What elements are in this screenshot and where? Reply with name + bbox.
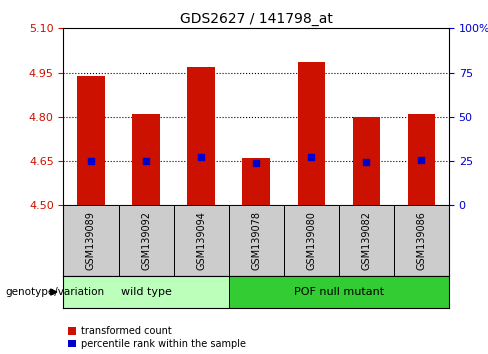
Bar	[243, 158, 270, 205]
Bar	[407, 114, 435, 205]
Bar	[63, 205, 119, 276]
Bar	[187, 67, 215, 205]
Title: GDS2627 / 141798_at: GDS2627 / 141798_at	[180, 12, 333, 26]
Bar	[339, 205, 394, 276]
Text: GSM139086: GSM139086	[416, 211, 427, 270]
Text: GSM139078: GSM139078	[251, 211, 261, 270]
Text: wild type: wild type	[121, 287, 171, 297]
Text: GSM139089: GSM139089	[86, 211, 96, 270]
Bar	[174, 205, 229, 276]
Bar	[132, 114, 160, 205]
Text: POF null mutant: POF null mutant	[294, 287, 384, 297]
Text: GSM139082: GSM139082	[361, 211, 371, 270]
Text: GSM139092: GSM139092	[141, 211, 151, 270]
Text: genotype/variation: genotype/variation	[5, 287, 104, 297]
Text: GSM139080: GSM139080	[306, 211, 316, 270]
Bar	[77, 75, 105, 205]
Legend: transformed count, percentile rank within the sample: transformed count, percentile rank withi…	[68, 326, 246, 349]
Bar	[63, 276, 229, 308]
Bar	[284, 205, 339, 276]
Bar	[353, 117, 380, 205]
Bar	[229, 205, 284, 276]
Bar	[119, 205, 174, 276]
Bar	[394, 205, 449, 276]
Text: GSM139094: GSM139094	[196, 211, 206, 270]
Bar	[298, 62, 325, 205]
Bar	[229, 276, 449, 308]
